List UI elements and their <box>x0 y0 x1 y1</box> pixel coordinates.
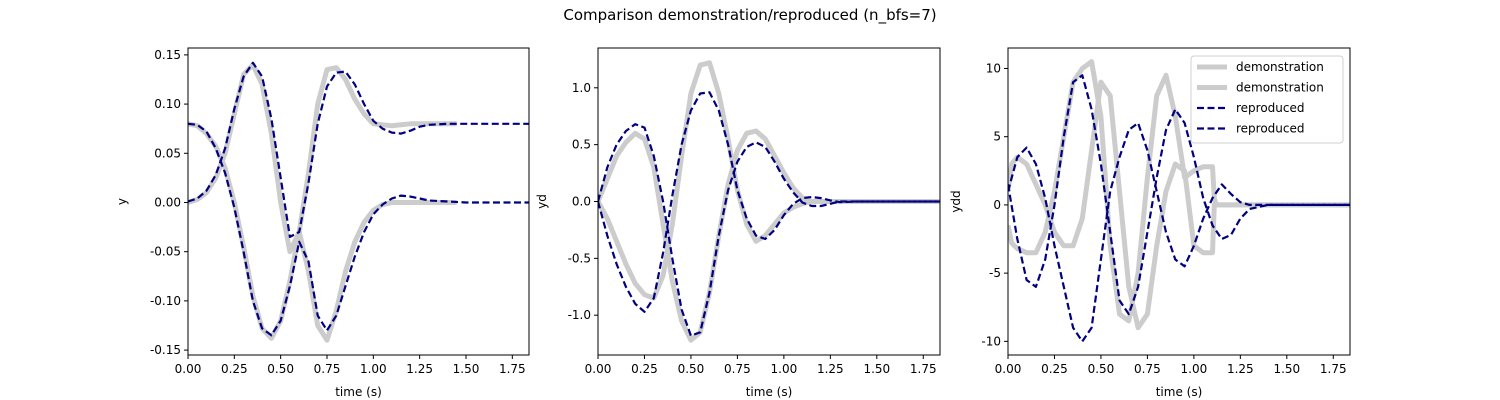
x-tick-label: 1.25 <box>406 362 433 376</box>
x-tick-label: 0.00 <box>995 362 1022 376</box>
reproduced-line-4 <box>188 61 529 238</box>
demonstration-line-2 <box>598 128 940 343</box>
demonstration-line-1 <box>598 60 940 301</box>
x-tick-label: 1.75 <box>1320 362 1347 376</box>
subplots-group: 0.00 0.25 0.50 0.75 1.00 1.25 1.50 1.75-0.15-0.… <box>115 47 1351 399</box>
legend-label-3: reproduced <box>1236 101 1305 115</box>
demonstration-line-2 <box>1008 59 1350 324</box>
legend: demonstration demonstration reproduced repr… <box>1190 55 1344 144</box>
x-tick-label: 1.25 <box>817 362 844 376</box>
figure-title: Comparison demonstration/reproduced (n_b… <box>563 6 936 25</box>
legend-label-2: demonstration <box>1236 81 1324 95</box>
legend-label-4: reproduced <box>1236 122 1305 136</box>
x-tick-label: 1.25 <box>1227 362 1254 376</box>
y-tick-label: 0.00 <box>154 195 181 209</box>
reproduced-line-4 <box>598 123 940 337</box>
x-tick-label: 0.00 <box>175 362 202 376</box>
x-tick-label: 0.50 <box>1088 362 1115 376</box>
y-tick-label: -1.0 <box>568 308 591 322</box>
y-tick-label: 0 <box>993 198 1001 212</box>
y-tick-label: 10 <box>986 61 1001 75</box>
demonstration-line-2 <box>188 62 457 255</box>
y-axis-label: y <box>115 198 129 205</box>
y-tick-label: 0.5 <box>572 138 591 152</box>
x-tick-label: 1.50 <box>453 362 480 376</box>
y-tick-label: 1.0 <box>572 81 591 95</box>
y-tick-label: -10 <box>981 334 1001 348</box>
x-tick-label: 0.75 <box>724 362 751 376</box>
subplot-1: 0.00 0.25 0.50 0.75 1.00 1.25 1.50 1.75 -0.15 -0.… <box>115 47 530 399</box>
x-tick-label: 0.25 <box>1041 362 1068 376</box>
x-tick-label: 0.75 <box>314 362 341 376</box>
axes-frame <box>1007 47 1351 356</box>
y-tick-label: 0.10 <box>154 97 181 111</box>
legend-label-1: demonstration <box>1236 60 1324 74</box>
demonstration-line-1 <box>188 121 457 343</box>
demonstration-line-1 <box>1008 79 1350 331</box>
x-tick-label: 0.50 <box>267 362 294 376</box>
x-axis-label: time (s) <box>335 385 382 399</box>
x-tick-label: 1.75 <box>499 362 526 376</box>
x-tick-label: 0.00 <box>585 362 612 376</box>
x-tick-label: 0.50 <box>678 362 705 376</box>
y-tick-label: -0.15 <box>150 343 181 357</box>
x-tick-label: 0.25 <box>221 362 248 376</box>
y-tick-label: -5 <box>989 266 1001 280</box>
reproduced-line-3 <box>598 91 940 313</box>
y-axis-label: yd <box>535 194 549 209</box>
axes-frame <box>187 47 530 356</box>
y-axis-label: ydd <box>949 190 963 212</box>
x-tick-label: 1.00 <box>1181 362 1208 376</box>
reproduced-line-4 <box>1008 74 1350 316</box>
y-tick-label: 5 <box>993 130 1001 144</box>
subplot-3: 0.00 0.25 0.50 0.75 1.00 1.25 1.50 1.75 -10 -5 0 5 1… <box>949 47 1351 399</box>
subplot-2: 0.00 0.25 0.50 0.75 1.00 1.25 1.50 1.75 -1.0 -0.5… <box>535 47 941 399</box>
y-tick-label: 0.05 <box>154 146 181 160</box>
reproduced-line-3 <box>1008 121 1350 343</box>
y-tick-label: -0.5 <box>568 251 591 265</box>
x-axis-label: time (s) <box>746 385 793 399</box>
x-tick-label: 1.50 <box>863 362 890 376</box>
x-tick-label: 1.50 <box>1273 362 1300 376</box>
legend-box <box>1190 55 1344 144</box>
x-tick-label: 0.75 <box>1134 362 1161 376</box>
y-tick-label: -0.10 <box>150 294 181 308</box>
x-axis-label: time (s) <box>1156 385 1203 399</box>
x-tick-label: 1.75 <box>910 362 937 376</box>
x-tick-label: 1.00 <box>771 362 798 376</box>
x-tick-label: 0.25 <box>631 362 658 376</box>
y-tick-label: -0.05 <box>150 245 181 259</box>
y-tick-label: 0.15 <box>154 48 181 62</box>
y-tick-label: 0.0 <box>572 195 591 209</box>
x-tick-label: 1.00 <box>360 362 387 376</box>
